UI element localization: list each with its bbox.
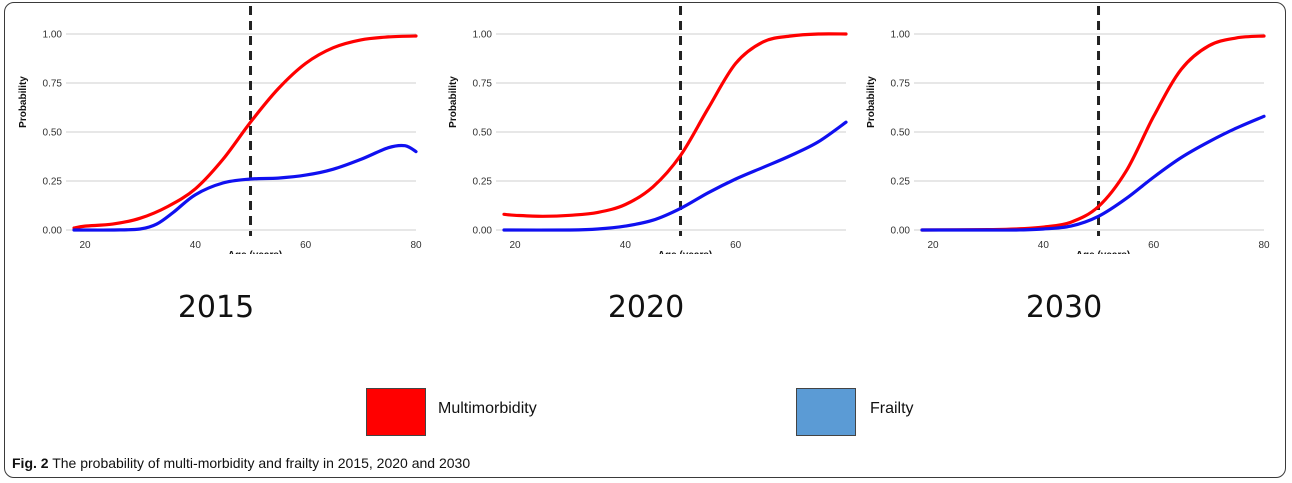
x-tick-label: 60 [300,240,312,251]
x-tick-label: 60 [730,240,742,251]
y-tick-label: 0.50 [473,128,493,139]
chart-panel-2015: 0.00 0.25 0.50 0.75 1.00 20 40 60 80 Age (years) P… [10,6,422,254]
y-tick-label: 0.75 [43,79,63,90]
x-axis-title: Age (years) [228,250,282,254]
panel-year-label: 2015 [177,290,255,325]
legend-swatch-frailty [796,388,856,436]
y-tick-label: 1.00 [473,30,493,41]
chart-panel-2020: 0.00 0.25 0.50 0.75 1.00 20 40 60 Age (years) Pro… [440,6,852,254]
series-line-frailty [72,143,418,232]
line-chart-2030: 0.00 0.25 0.50 0.75 1.00 20 40 60 80 Age (years) P… [866,6,1270,254]
x-tick-label: 20 [927,240,939,251]
legend-swatch-multimorbidity [366,388,426,436]
x-tick-label: 20 [79,240,91,251]
series-line-frailty [502,120,848,232]
x-tick-label: 60 [1148,240,1160,251]
y-tick-label: 0.25 [891,177,911,188]
x-tick-label: 80 [1258,240,1270,251]
panel-year-label: 2020 [607,290,685,325]
y-tick-label: 0.00 [43,226,63,237]
y-tick-label: 0.75 [473,79,493,90]
x-tick-label: 40 [1038,240,1050,251]
y-tick-label: 1.00 [891,30,911,41]
series-line-multimorbidity [72,34,418,230]
y-axis-title: Probability [18,76,29,128]
panel-year-label: 2030 [1025,290,1103,325]
caption-text: The probability of multi-morbidity and f… [52,455,471,471]
x-tick-label: 40 [620,240,632,251]
x-tick-label: 20 [509,240,521,251]
line-chart-2015: 0.00 0.25 0.50 0.75 1.00 20 40 60 80 Age (years) P… [18,6,422,254]
figure-caption: Fig. 2 The probability of multi-morbidit… [12,455,470,471]
legend-label-frailty: Frailty [870,400,914,417]
y-tick-label: 0.00 [473,226,493,237]
y-tick-label: 0.50 [891,128,911,139]
x-axis-title: Age (years) [658,250,712,254]
y-tick-label: 1.00 [43,30,63,41]
y-tick-label: 0.00 [891,226,911,237]
y-axis-title: Probability [866,76,877,128]
chart-panel-2030: 0.00 0.25 0.50 0.75 1.00 20 40 60 80 Age (years) P… [858,6,1270,254]
legend-label-multimorbidity: Multimorbidity [438,400,537,417]
x-axis-title: Age (years) [1076,250,1130,254]
line-chart-2020: 0.00 0.25 0.50 0.75 1.00 20 40 60 Age (years) Pro… [448,6,848,254]
y-tick-label: 0.50 [43,128,63,139]
caption-prefix: Fig. 2 [12,455,49,471]
y-tick-label: 0.25 [43,177,63,188]
y-tick-label: 0.75 [891,79,911,90]
series-line-frailty [920,114,1266,232]
series-line-multimorbidity [502,32,848,218]
y-axis-title: Probability [448,76,459,128]
series-line-multimorbidity [920,34,1266,232]
x-tick-label: 80 [410,240,422,251]
y-tick-label: 0.25 [473,177,493,188]
x-tick-label: 40 [190,240,202,251]
